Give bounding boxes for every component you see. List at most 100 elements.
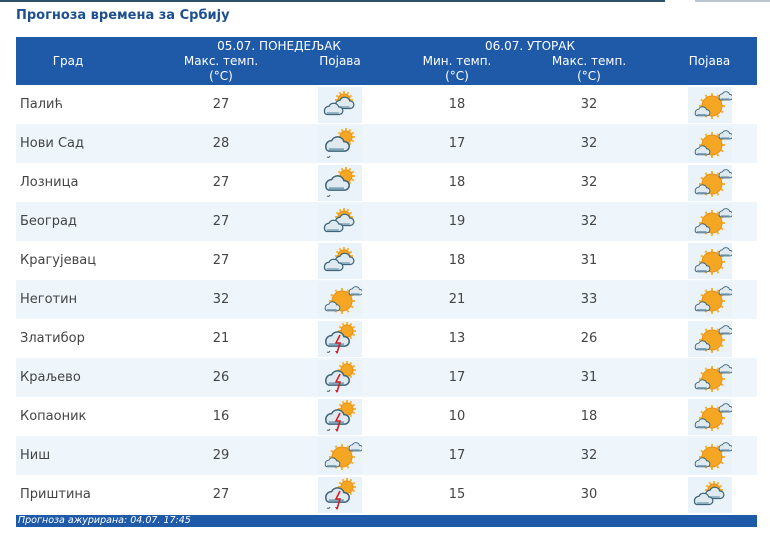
top-border [0,0,665,2]
weather-sunny-cloud-icon [687,242,733,279]
city-name: Београд [16,202,160,241]
city-header: Град [16,54,160,85]
table-row: Златибор 21 13 26 [16,319,757,358]
table-row: Крагујевац 27 18 31 [16,241,757,280]
weather-cloudy-shower-icon [318,164,362,201]
day2-min-header: Мин. темп. (°C) [398,54,516,85]
day1-max-temp: 16 [212,409,230,424]
day2-phenomenon [662,124,758,163]
city-name: Крагујевац [20,253,97,268]
weather-partly-cloudy-icon [687,476,732,513]
day2-min-temp: 13 [448,331,466,346]
day1-phenomenon [282,358,398,397]
weather-thunderstorm-icon [318,359,362,396]
city-name: Ниш [16,436,160,475]
day1-phenomenon [282,163,398,202]
day1-max-temp: 27 [160,202,282,241]
table-row: Ниш 29 17 32 [16,436,758,475]
top-right-border [695,0,770,2]
weather-partly-cloudy-icon [318,242,362,279]
day2-phenomenon [662,280,758,319]
page-title: Прогноза времена за Србију [16,8,230,23]
city-name: Копаоник [20,409,87,424]
table-row: Краљево 26 17 31 [16,358,758,397]
weather-thunderstorm-icon [318,398,362,435]
table-row: Приштина 27 15 30 [16,475,757,514]
day1-max-temp: 29 [160,436,282,475]
table-row: Неготин 32 21 33 [16,280,758,319]
weather-sunny-cloud-icon [687,203,733,240]
day2-phenomenon [662,358,758,397]
day1-phenomenon [282,436,398,475]
day2-min-temp: 18 [448,253,466,268]
day1-phenomenon [282,280,398,319]
weather-sunny-cloud-icon [687,164,733,201]
weather-sunny-cloud-icon [687,86,733,123]
day1-max-temp: 32 [160,280,282,319]
day2-max-temp: 18 [580,409,598,424]
day2-max-temp: 31 [580,253,598,268]
day2-phenomenon [662,319,757,358]
day1-max-temp: 27 [212,253,230,268]
day1-phenomenon-header: Појава [282,54,398,85]
day1-header: 05.07. ПОНЕДЕЉАК [160,37,398,54]
weather-sunny-cloud-icon [687,281,733,318]
table-row: Копаоник 16 10 18 [16,397,757,436]
table-row: Палић 27 18 32 [16,85,757,124]
day2-min-temp: 17 [398,124,516,163]
day2-max-temp: 32 [580,97,598,112]
day1-max-temp: 27 [212,487,230,502]
day2-max-temp: 32 [516,436,663,475]
day1-max-header: Макс. темп. (°C) [160,54,282,85]
day2-min-temp: 21 [398,280,516,319]
city-name: Лозница [20,175,79,190]
day2-phenomenon [662,241,757,280]
weather-thunderstorm-icon [318,320,362,357]
day2-min-temp: 15 [448,487,466,502]
weather-sunny-cloud-icon [687,359,733,396]
day1-phenomenon [282,397,398,436]
day1-phenomenon [282,202,398,241]
day2-max-temp: 32 [516,124,663,163]
city-name: Неготин [16,280,160,319]
day2-max-temp: 30 [580,487,598,502]
day2-max-temp: 32 [580,175,598,190]
weather-thunderstorm-icon [318,476,362,513]
day2-header: 06.07. УТОРАК [398,37,663,54]
day2-min-temp: 17 [398,358,516,397]
day1-phenomenon [282,85,398,124]
day1-max-temp: 26 [160,358,282,397]
day2-phenomenon-header: Појава [662,54,758,85]
weather-sunny-cloud-icon [318,437,364,474]
day2-max-temp: 32 [516,202,663,241]
city-name: Приштина [20,487,91,502]
day2-min-temp: 10 [448,409,466,424]
day2-max-temp: 26 [580,331,598,346]
header-spacer [662,37,758,54]
update-footer: Прогноза ажурирана: 04.07. 17:45 [16,515,757,527]
day1-max-temp: 27 [212,97,230,112]
table-row: Београд 27 19 32 [16,202,758,241]
weather-sunny-cloud-icon [687,437,733,474]
day1-phenomenon [282,241,398,280]
city-name: Краљево [16,358,160,397]
day1-phenomenon [282,319,398,358]
day2-max-temp: 33 [516,280,663,319]
table-row: Нови Сад 28 17 32 [16,124,758,163]
day2-phenomenon [662,85,757,124]
day2-phenomenon [662,436,758,475]
day2-max-header: Макс. темп. (°C) [516,54,663,85]
weather-sunny-cloud-icon [687,125,733,162]
day2-max-temp: 31 [516,358,663,397]
weather-partly-cloudy-icon [318,86,362,123]
day1-max-temp: 21 [212,331,230,346]
weather-sunny-cloud-icon [687,320,733,357]
day2-min-temp: 18 [448,175,466,190]
day2-phenomenon [662,163,757,202]
day2-min-temp: 19 [398,202,516,241]
day1-phenomenon [282,124,398,163]
city-name: Златибор [20,331,85,346]
day1-max-temp: 28 [160,124,282,163]
day2-min-temp: 18 [448,97,466,112]
day2-phenomenon [662,475,757,514]
